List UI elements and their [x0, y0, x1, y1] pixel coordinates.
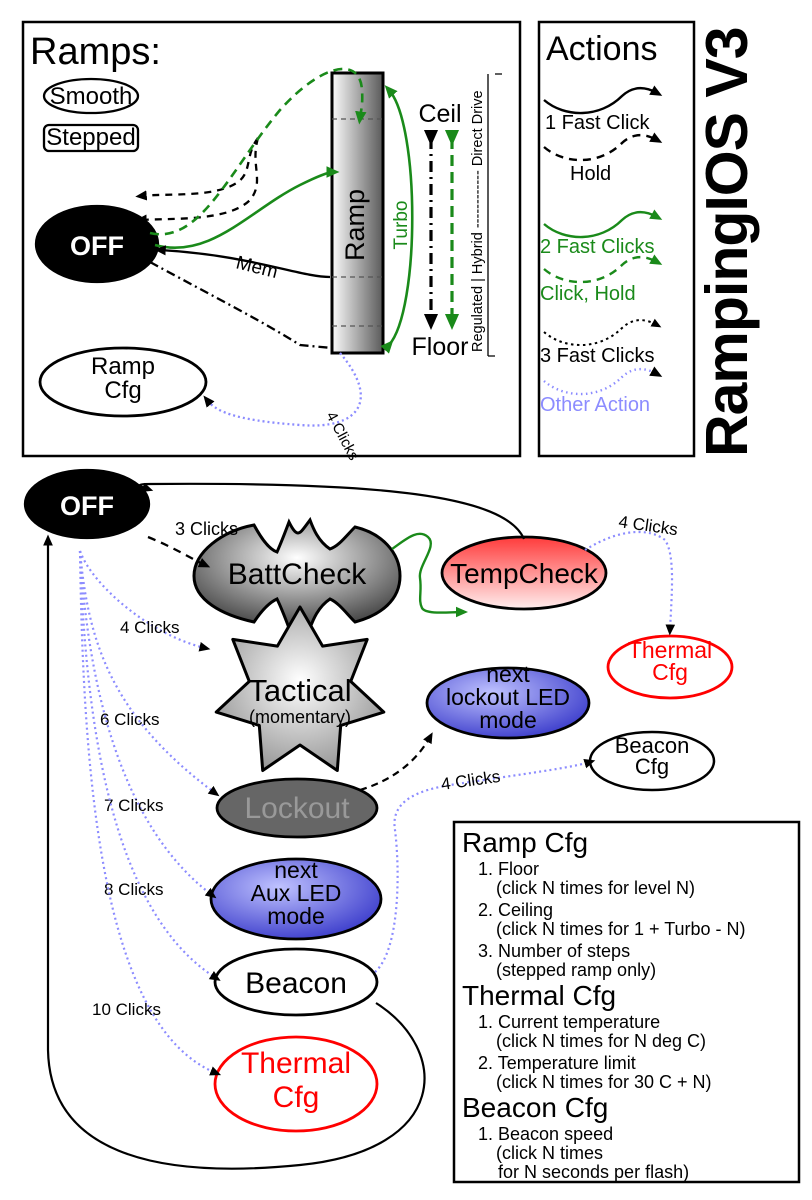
- svg-text:Regulated | Hybrid -----------: Regulated | Hybrid ------------ Direct D…: [470, 90, 486, 352]
- svg-text:8 Clicks: 8 Clicks: [104, 880, 164, 899]
- svg-text:BattCheck: BattCheck: [228, 558, 367, 591]
- svg-text:Ramp Cfg: Ramp Cfg: [462, 827, 588, 858]
- svg-text:Cfg: Cfg: [273, 1081, 320, 1114]
- svg-text:7 Clicks: 7 Clicks: [104, 796, 164, 815]
- svg-text:mode: mode: [267, 903, 325, 929]
- svg-text:Cfg: Cfg: [635, 754, 669, 779]
- svg-text:2. Temperature limit: 2. Temperature limit: [478, 1053, 636, 1073]
- svg-text:4 Clicks: 4 Clicks: [617, 512, 679, 539]
- svg-text:Ramp: Ramp: [91, 353, 155, 380]
- svg-text:3 Fast Clicks: 3 Fast Clicks: [540, 345, 654, 367]
- svg-text:(click N times for N deg C): (click N times for N deg C): [496, 1031, 706, 1051]
- svg-text:(click N times for level N): (click N times for level N): [496, 878, 695, 898]
- svg-text:4 Clicks: 4 Clicks: [120, 618, 180, 637]
- svg-text:for N seconds per flash): for N seconds per flash): [498, 1162, 689, 1182]
- svg-text:(click N times for 30 C + N): (click N times for 30 C + N): [496, 1072, 712, 1092]
- svg-text:Actions: Actions: [546, 30, 658, 68]
- svg-text:(click N times for 1 + Turbo -: (click N times for 1 + Turbo - N): [496, 919, 746, 939]
- svg-text:(click N times: (click N times: [496, 1143, 603, 1163]
- svg-text:TempCheck: TempCheck: [450, 558, 599, 589]
- svg-text:2. Ceiling: 2. Ceiling: [478, 900, 553, 920]
- svg-text:3. Number of steps: 3. Number of steps: [478, 941, 630, 961]
- svg-text:Thermal: Thermal: [241, 1047, 351, 1080]
- svg-text:1. Floor: 1. Floor: [478, 859, 539, 879]
- svg-text:1 Fast Click: 1 Fast Click: [545, 112, 650, 134]
- svg-text:Other Action: Other Action: [540, 394, 650, 416]
- svg-text:Hold: Hold: [570, 163, 611, 185]
- svg-text:Beacon: Beacon: [245, 967, 347, 1000]
- svg-text:10 Clicks: 10 Clicks: [92, 1000, 161, 1019]
- svg-text:Ramps:: Ramps:: [30, 31, 161, 73]
- svg-text:1. Current temperature: 1. Current temperature: [478, 1012, 660, 1032]
- svg-text:(stepped ramp only): (stepped ramp only): [496, 960, 656, 980]
- svg-text:4 Clicks: 4 Clicks: [440, 767, 502, 794]
- svg-text:OFF: OFF: [60, 491, 114, 521]
- svg-text:Mem: Mem: [234, 252, 280, 283]
- svg-text:Ceil: Ceil: [418, 100, 461, 128]
- svg-text:1. Beacon speed: 1. Beacon speed: [478, 1124, 613, 1144]
- svg-text:3 Clicks: 3 Clicks: [175, 519, 238, 539]
- svg-text:Lockout: Lockout: [244, 792, 350, 825]
- svg-text:mode: mode: [479, 707, 537, 733]
- svg-text:Cfg: Cfg: [104, 377, 141, 404]
- svg-text:Thermal Cfg: Thermal Cfg: [462, 980, 616, 1011]
- svg-text:RampingIOS V3: RampingIOS V3: [694, 27, 760, 457]
- svg-text:Beacon Cfg: Beacon Cfg: [462, 1092, 608, 1123]
- svg-text:Ramp: Ramp: [340, 189, 370, 261]
- svg-text:Turbo: Turbo: [391, 201, 412, 250]
- svg-text:2 Fast Clicks: 2 Fast Clicks: [540, 236, 654, 258]
- svg-text:Click, Hold: Click, Hold: [540, 283, 636, 305]
- svg-text:Tactical: Tactical: [248, 673, 351, 708]
- svg-text:Stepped: Stepped: [46, 124, 135, 151]
- svg-text:(momentary): (momentary): [249, 707, 351, 727]
- svg-text:Smooth: Smooth: [50, 83, 133, 110]
- svg-text:Cfg: Cfg: [652, 659, 688, 685]
- svg-text:Floor: Floor: [412, 333, 469, 361]
- svg-text:OFF: OFF: [70, 231, 124, 261]
